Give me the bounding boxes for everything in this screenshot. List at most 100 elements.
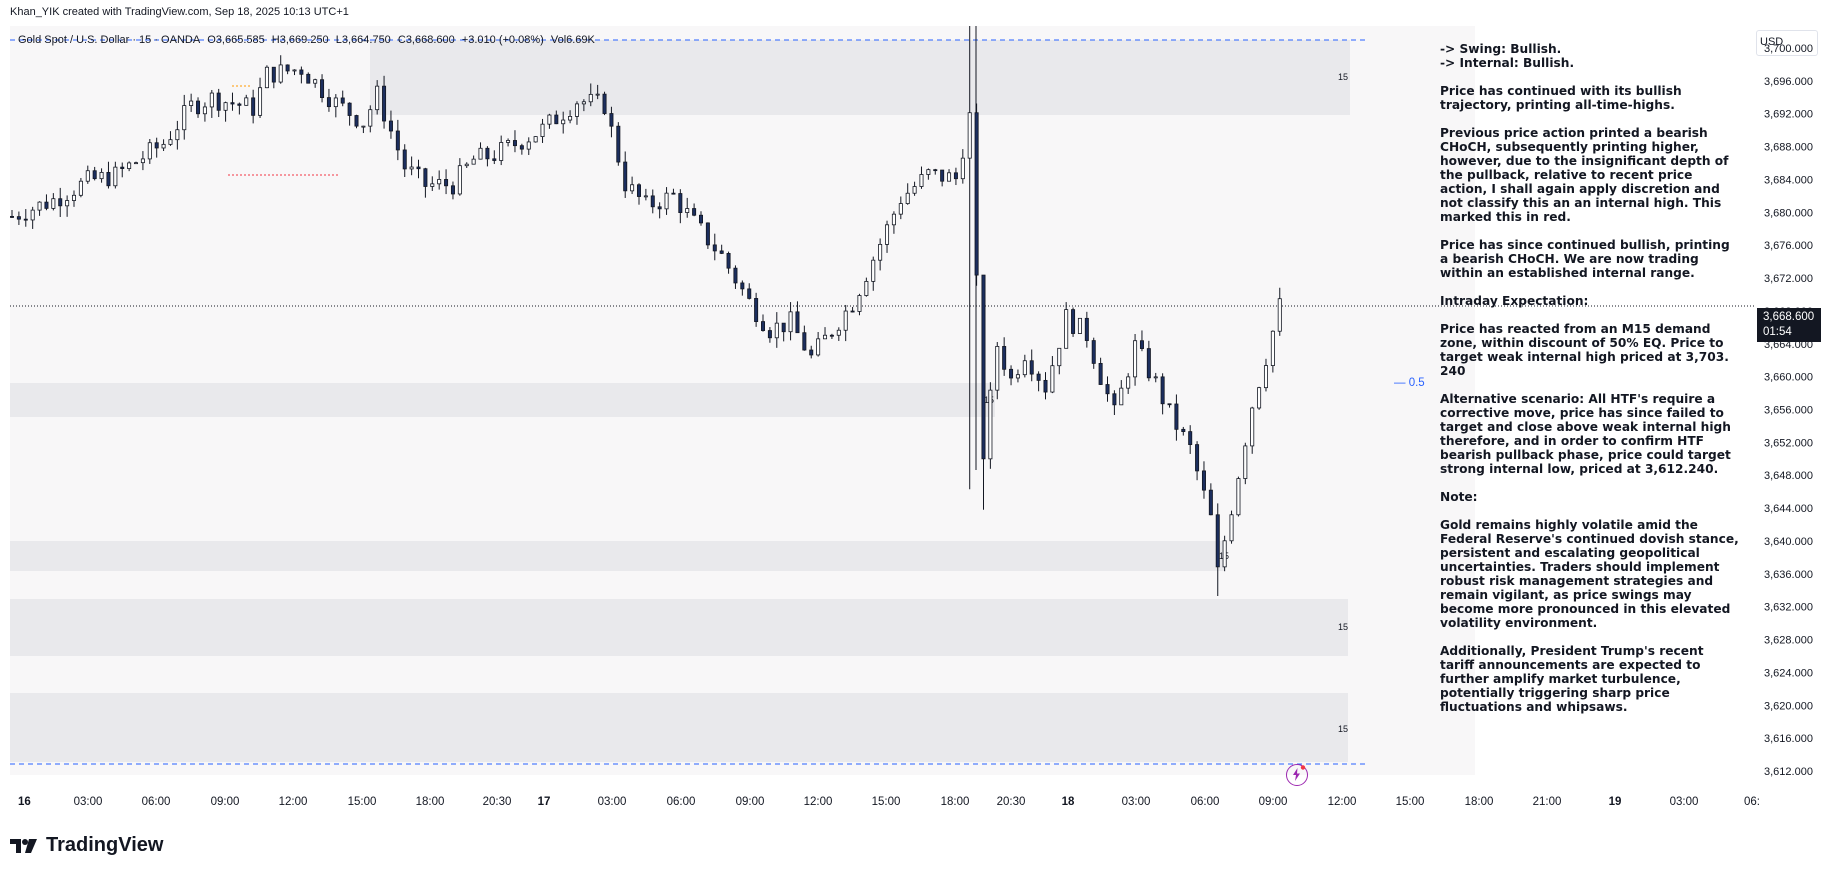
candle-body-90: [630, 184, 635, 192]
candle-61: [430, 176, 435, 191]
candle-60: [423, 167, 428, 198]
candle-body-169: [1174, 403, 1179, 430]
candle-10: [78, 177, 83, 198]
candle-69: [485, 146, 490, 167]
candle-body-145: [1009, 368, 1014, 379]
candle-body-120: [836, 329, 841, 336]
x-tick-12: 12:00: [804, 796, 833, 808]
note-p9: Additionally, President Trump's recent t…: [1440, 644, 1704, 714]
zone-2: [10, 383, 995, 417]
symbol-name: Gold Spot / U.S. Dollar · 15 · OANDA: [18, 34, 201, 46]
candle-body-45: [320, 79, 325, 98]
candle-148: [1029, 349, 1034, 382]
candle-body-95: [664, 192, 669, 210]
candle-134: [933, 168, 938, 175]
note-p1: Price has continued with its bullish tra…: [1440, 84, 1682, 112]
ohlc-low: L3,664.750: [335, 34, 391, 46]
candle-body-82: [574, 103, 579, 117]
candle-23: [168, 131, 173, 146]
y-tick-7: 3,672.000: [1764, 273, 1813, 285]
x-tick-7: 20:30: [483, 796, 512, 808]
candle-body-97: [678, 193, 683, 213]
candle-body-17: [127, 162, 132, 169]
candle-130: [905, 183, 910, 205]
zone-label-1: 15: [1338, 72, 1348, 82]
candle-26: [189, 93, 194, 112]
candle-body-142: [988, 389, 993, 460]
candle-153: [1064, 302, 1069, 349]
candle-25: [182, 94, 187, 140]
candle-body-59: [416, 166, 421, 170]
candle-body-38: [271, 66, 276, 83]
candle-13: [99, 168, 104, 183]
note-p8: Gold remains highly volatile amid the Fe…: [1440, 518, 1739, 630]
candle-173: [1201, 461, 1206, 499]
y-tick-22: 3,612.000: [1764, 766, 1813, 778]
candle-21: [154, 137, 159, 158]
candle-4: [37, 201, 42, 216]
candle-body-122: [850, 310, 855, 313]
candle-160: [1112, 390, 1117, 415]
candle-body-20: [147, 142, 152, 160]
candle-body-175: [1215, 514, 1220, 568]
y-tick-6: 3,676.000: [1764, 240, 1813, 252]
candle-body-36: [258, 87, 263, 116]
candle-body-156: [1084, 317, 1089, 341]
candle-body-15: [113, 166, 118, 187]
candle-127: [885, 220, 890, 253]
candle-body-179: [1243, 445, 1248, 479]
candle-body-83: [581, 101, 586, 105]
candle-37: [264, 65, 269, 89]
candle-body-109: [761, 321, 766, 331]
candle-body-78: [547, 114, 552, 125]
zone-label-5: 15: [1338, 724, 1348, 734]
candle-body-11: [85, 170, 90, 182]
x-tick-20: 12:00: [1328, 796, 1357, 808]
lightning-icon[interactable]: [1286, 764, 1308, 786]
y-axis-background: [1755, 26, 1835, 775]
candle-34: [244, 94, 249, 106]
candle-117: [816, 331, 821, 357]
price-chart[interactable]: 1515151515 3,700.0003,696.0003,692.0003,…: [0, 26, 1835, 835]
candle-body-93: [650, 195, 655, 208]
candle-81: [568, 110, 573, 124]
candle-body-60: [423, 168, 428, 187]
candle-184: [1277, 287, 1282, 336]
symbol-legend[interactable]: Gold Spot / U.S. Dollar · 15 · OANDA O3,…: [18, 34, 599, 46]
candle-body-177: [1229, 514, 1234, 542]
tradingview-logo[interactable]: TradingView: [10, 834, 163, 857]
candle-152: [1057, 347, 1062, 375]
candle-body-172: [1195, 444, 1200, 472]
candle-171: [1188, 425, 1193, 454]
candle-body-164: [1139, 340, 1144, 349]
candle-body-121: [843, 310, 848, 331]
candle-body-129: [898, 203, 903, 215]
candle-body-146: [1015, 374, 1020, 379]
candle-body-130: [905, 192, 910, 204]
candle-27: [196, 97, 201, 118]
candle-body-72: [506, 140, 511, 143]
candle-body-14: [106, 171, 111, 187]
candle-body-42: [299, 69, 304, 75]
candle-body-5: [44, 201, 49, 209]
currency-button[interactable]: [1756, 30, 1818, 56]
candle-body-114: [795, 311, 800, 334]
candle-body-28: [202, 106, 207, 115]
y-tick-15: 3,640.000: [1764, 536, 1813, 548]
candle-157: [1091, 337, 1096, 369]
candle-body-37: [264, 66, 269, 89]
candle-80: [561, 111, 566, 134]
last-price-label: 3,668.600 01:54: [1757, 308, 1821, 342]
candle-body-51: [361, 125, 366, 128]
candle-body-94: [657, 206, 662, 210]
candle-body-74: [519, 145, 524, 150]
candle-body-107: [747, 288, 752, 299]
y-tick-16: 3,636.000: [1764, 569, 1813, 581]
candle-body-43: [306, 73, 311, 84]
candle-122: [850, 306, 855, 313]
candle-141: [981, 274, 986, 510]
candle-58: [409, 156, 414, 176]
candle-body-7: [58, 198, 63, 207]
candle-121: [843, 304, 848, 342]
candle-124: [864, 277, 869, 297]
